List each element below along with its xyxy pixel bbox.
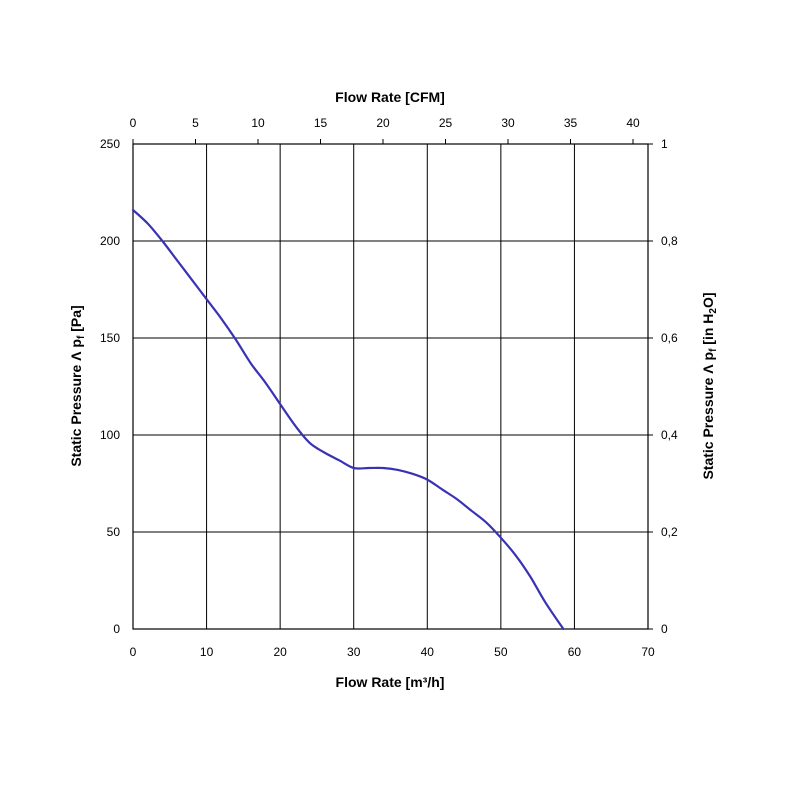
y-axis-title-left: Static Pressure Λ pf [Pa] — [68, 305, 87, 466]
y-tick-label-left: 250 — [100, 137, 120, 151]
x-tick-label-top: 15 — [314, 116, 328, 130]
x-tick-label-bottom: 60 — [568, 645, 582, 659]
x-axis-title-bottom: Flow Rate [m³/h] — [336, 674, 445, 690]
x-tick-label-top: 25 — [439, 116, 453, 130]
x-tick-label-bottom: 20 — [273, 645, 287, 659]
x-tick-label-bottom: 50 — [494, 645, 508, 659]
x-tick-label-top: 20 — [376, 116, 390, 130]
series-layer — [131, 208, 565, 631]
x-tick-label-top: 10 — [251, 116, 265, 130]
x-tick-label-bottom: 10 — [200, 645, 214, 659]
x-tick-label-top: 40 — [626, 116, 640, 130]
y-axis-title-right: Static Pressure Λ pf [in H2O] — [700, 292, 719, 479]
y-tick-label-right: 1 — [661, 137, 668, 151]
x-tick-label-top: 0 — [130, 116, 137, 130]
y-tick-label-left: 150 — [100, 331, 120, 345]
x-tick-label-bottom: 70 — [641, 645, 655, 659]
y-tick-label-right: 0,4 — [661, 428, 678, 442]
plot-frame — [132, 143, 649, 630]
y-tick-label-left: 0 — [113, 622, 120, 636]
x-tick-label-bottom: 30 — [347, 645, 361, 659]
y-tick-label-right: 0,6 — [661, 331, 678, 345]
y-tick-label-right: 0,2 — [661, 525, 678, 539]
x-tick-label-bottom: 40 — [421, 645, 435, 659]
grid — [132, 143, 649, 630]
y-tick-label-left: 200 — [100, 234, 120, 248]
y-tick-label-right: 0,8 — [661, 234, 678, 248]
x-tick-label-top: 35 — [564, 116, 578, 130]
tick-labels: 0 10 20 30 40 50 60 7005010015020025000,20,40,6… — [100, 116, 678, 659]
series-line — [131, 208, 565, 631]
y-tick-label-right: 0 — [661, 622, 668, 636]
x-tick-label-bottom: 0 — [130, 645, 137, 659]
x-axis-title-top: Flow Rate [CFM] — [335, 89, 445, 105]
x-tick-label-top: 30 — [501, 116, 515, 130]
y-tick-label-left: 100 — [100, 428, 120, 442]
y-tick-label-left: 50 — [107, 525, 121, 539]
x-tick-label-top: 5 — [192, 116, 199, 130]
